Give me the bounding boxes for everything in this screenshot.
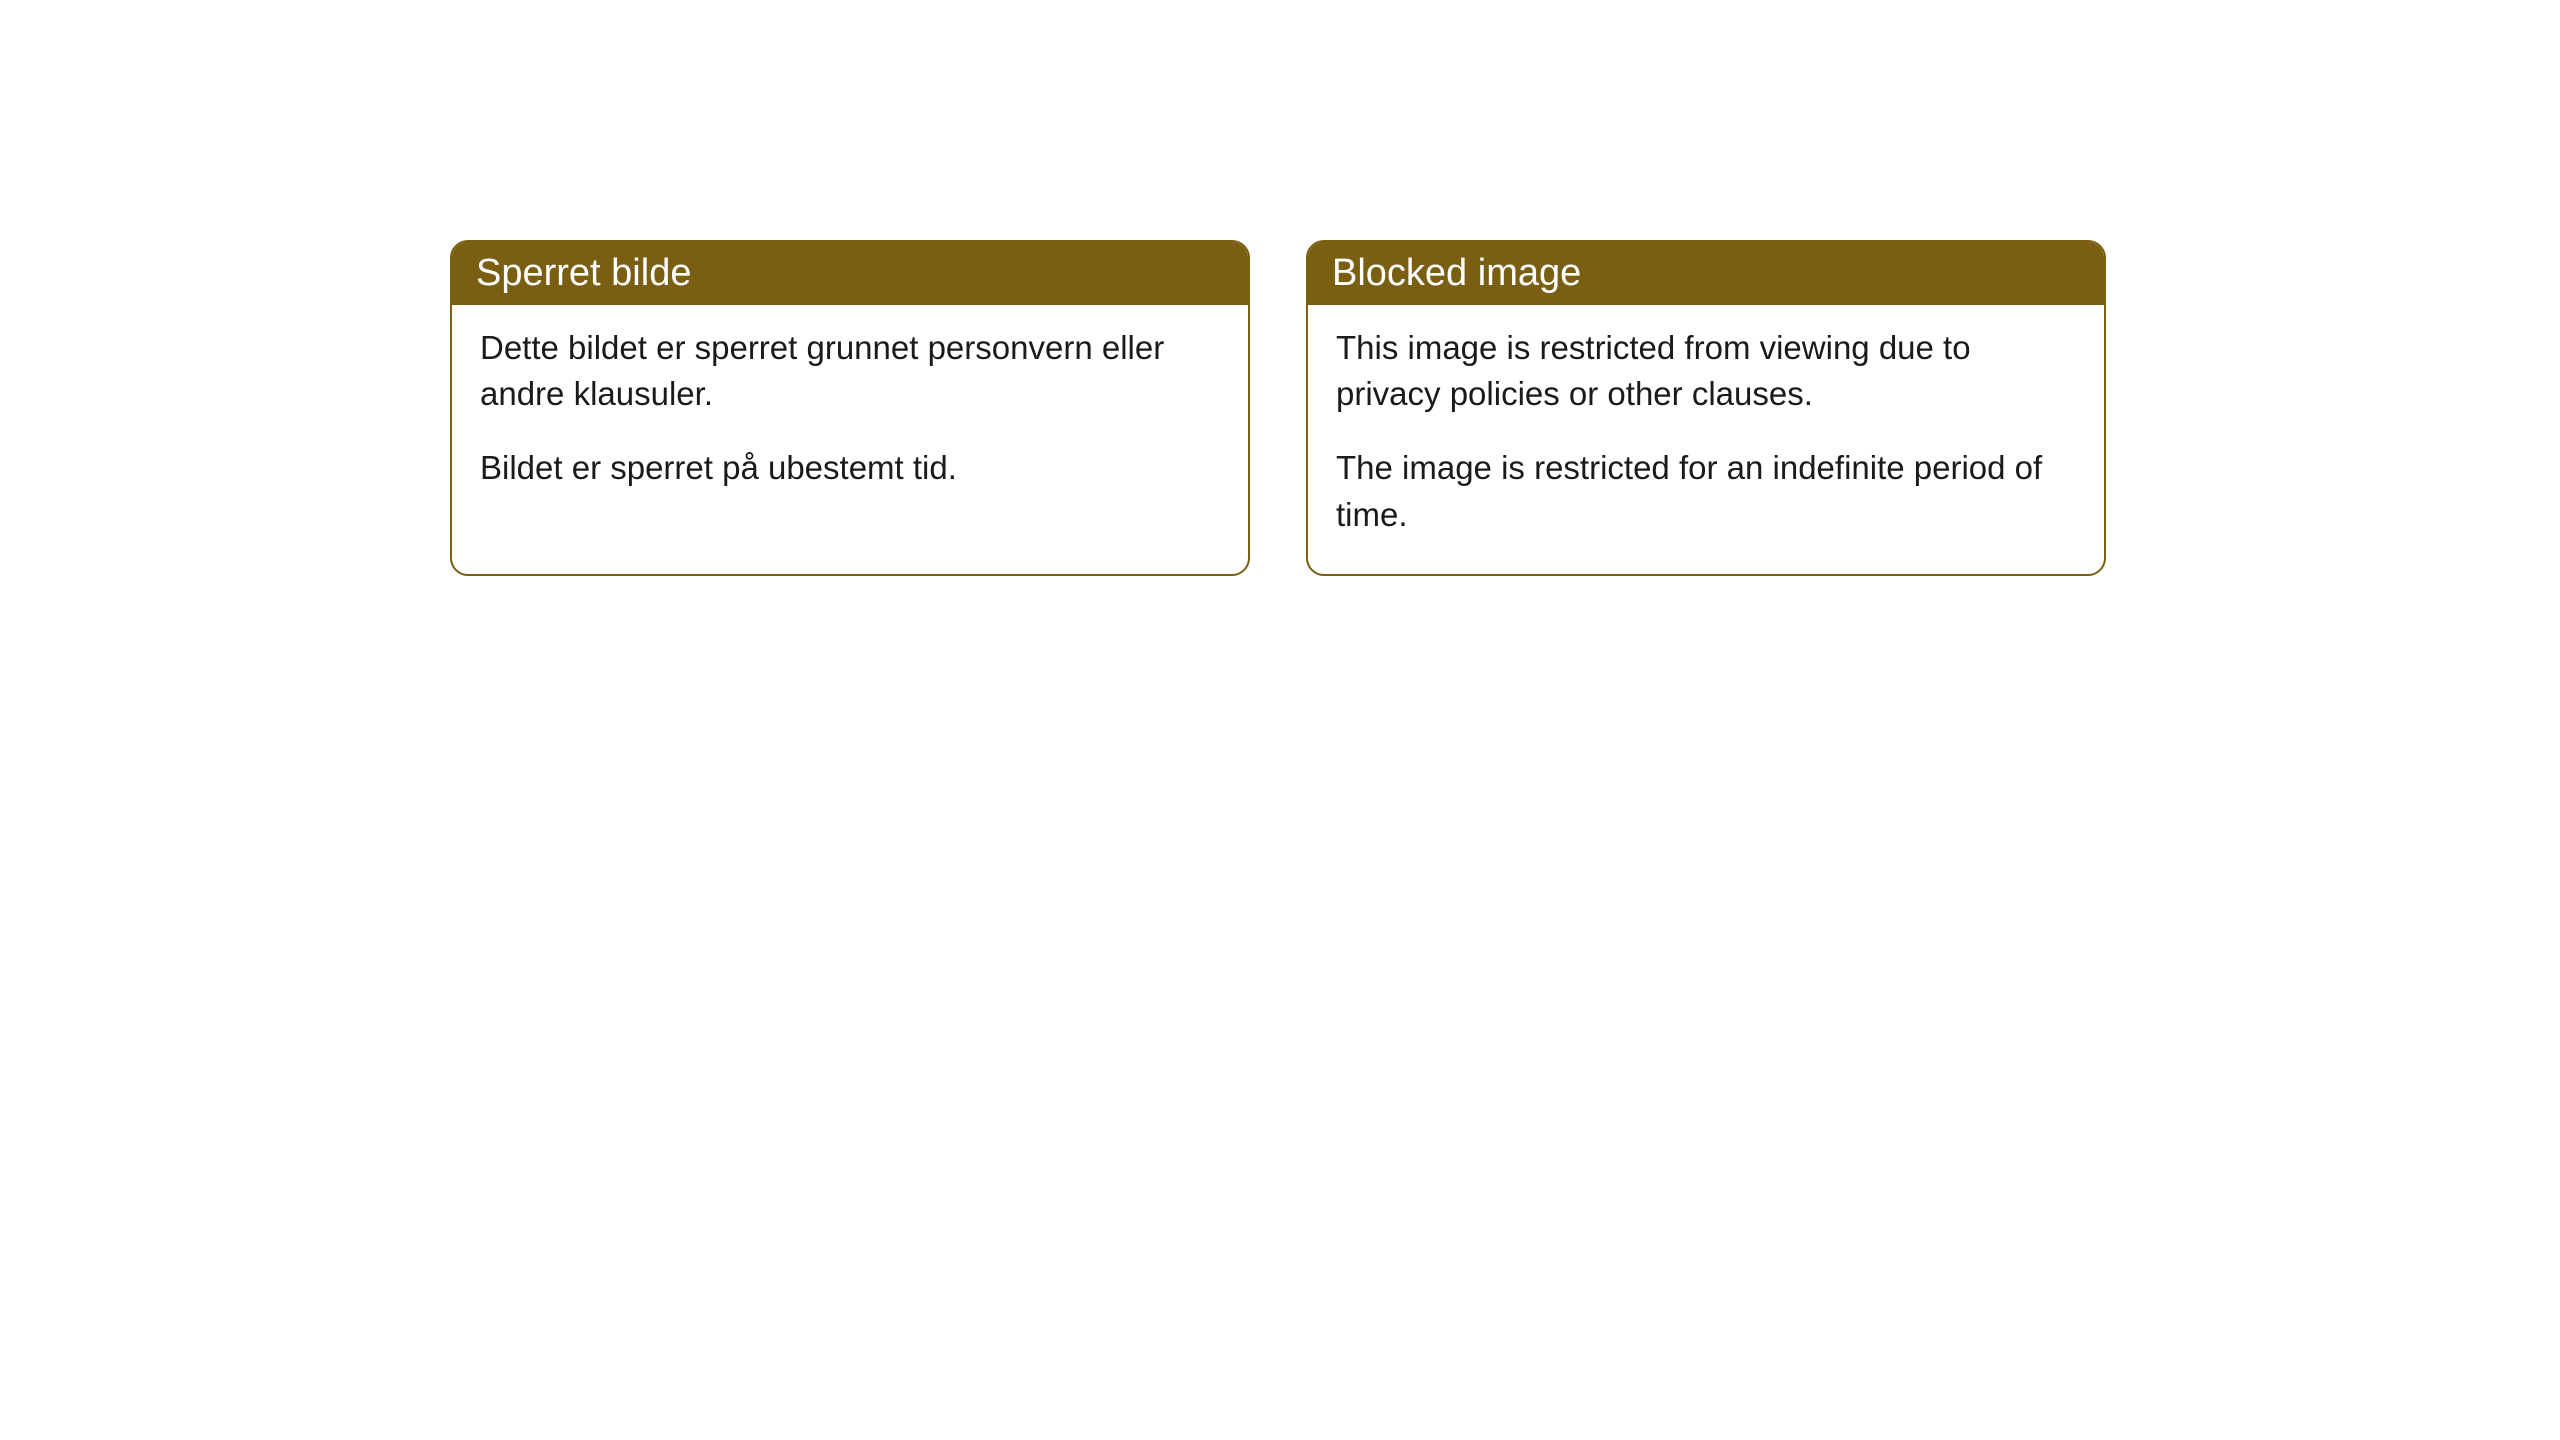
card-body-norwegian: Dette bildet er sperret grunnet personve… (452, 305, 1248, 528)
card-paragraph-1: Dette bildet er sperret grunnet personve… (480, 325, 1220, 417)
card-header-norwegian: Sperret bilde (452, 242, 1248, 305)
card-english: Blocked image This image is restricted f… (1306, 240, 2106, 576)
card-norwegian: Sperret bilde Dette bildet er sperret gr… (450, 240, 1250, 576)
card-body-english: This image is restricted from viewing du… (1308, 305, 2104, 574)
card-paragraph-1: This image is restricted from viewing du… (1336, 325, 2076, 417)
card-paragraph-2: Bildet er sperret på ubestemt tid. (480, 445, 1220, 491)
card-header-english: Blocked image (1308, 242, 2104, 305)
card-paragraph-2: The image is restricted for an indefinit… (1336, 445, 2076, 537)
cards-container: Sperret bilde Dette bildet er sperret gr… (0, 0, 2560, 576)
